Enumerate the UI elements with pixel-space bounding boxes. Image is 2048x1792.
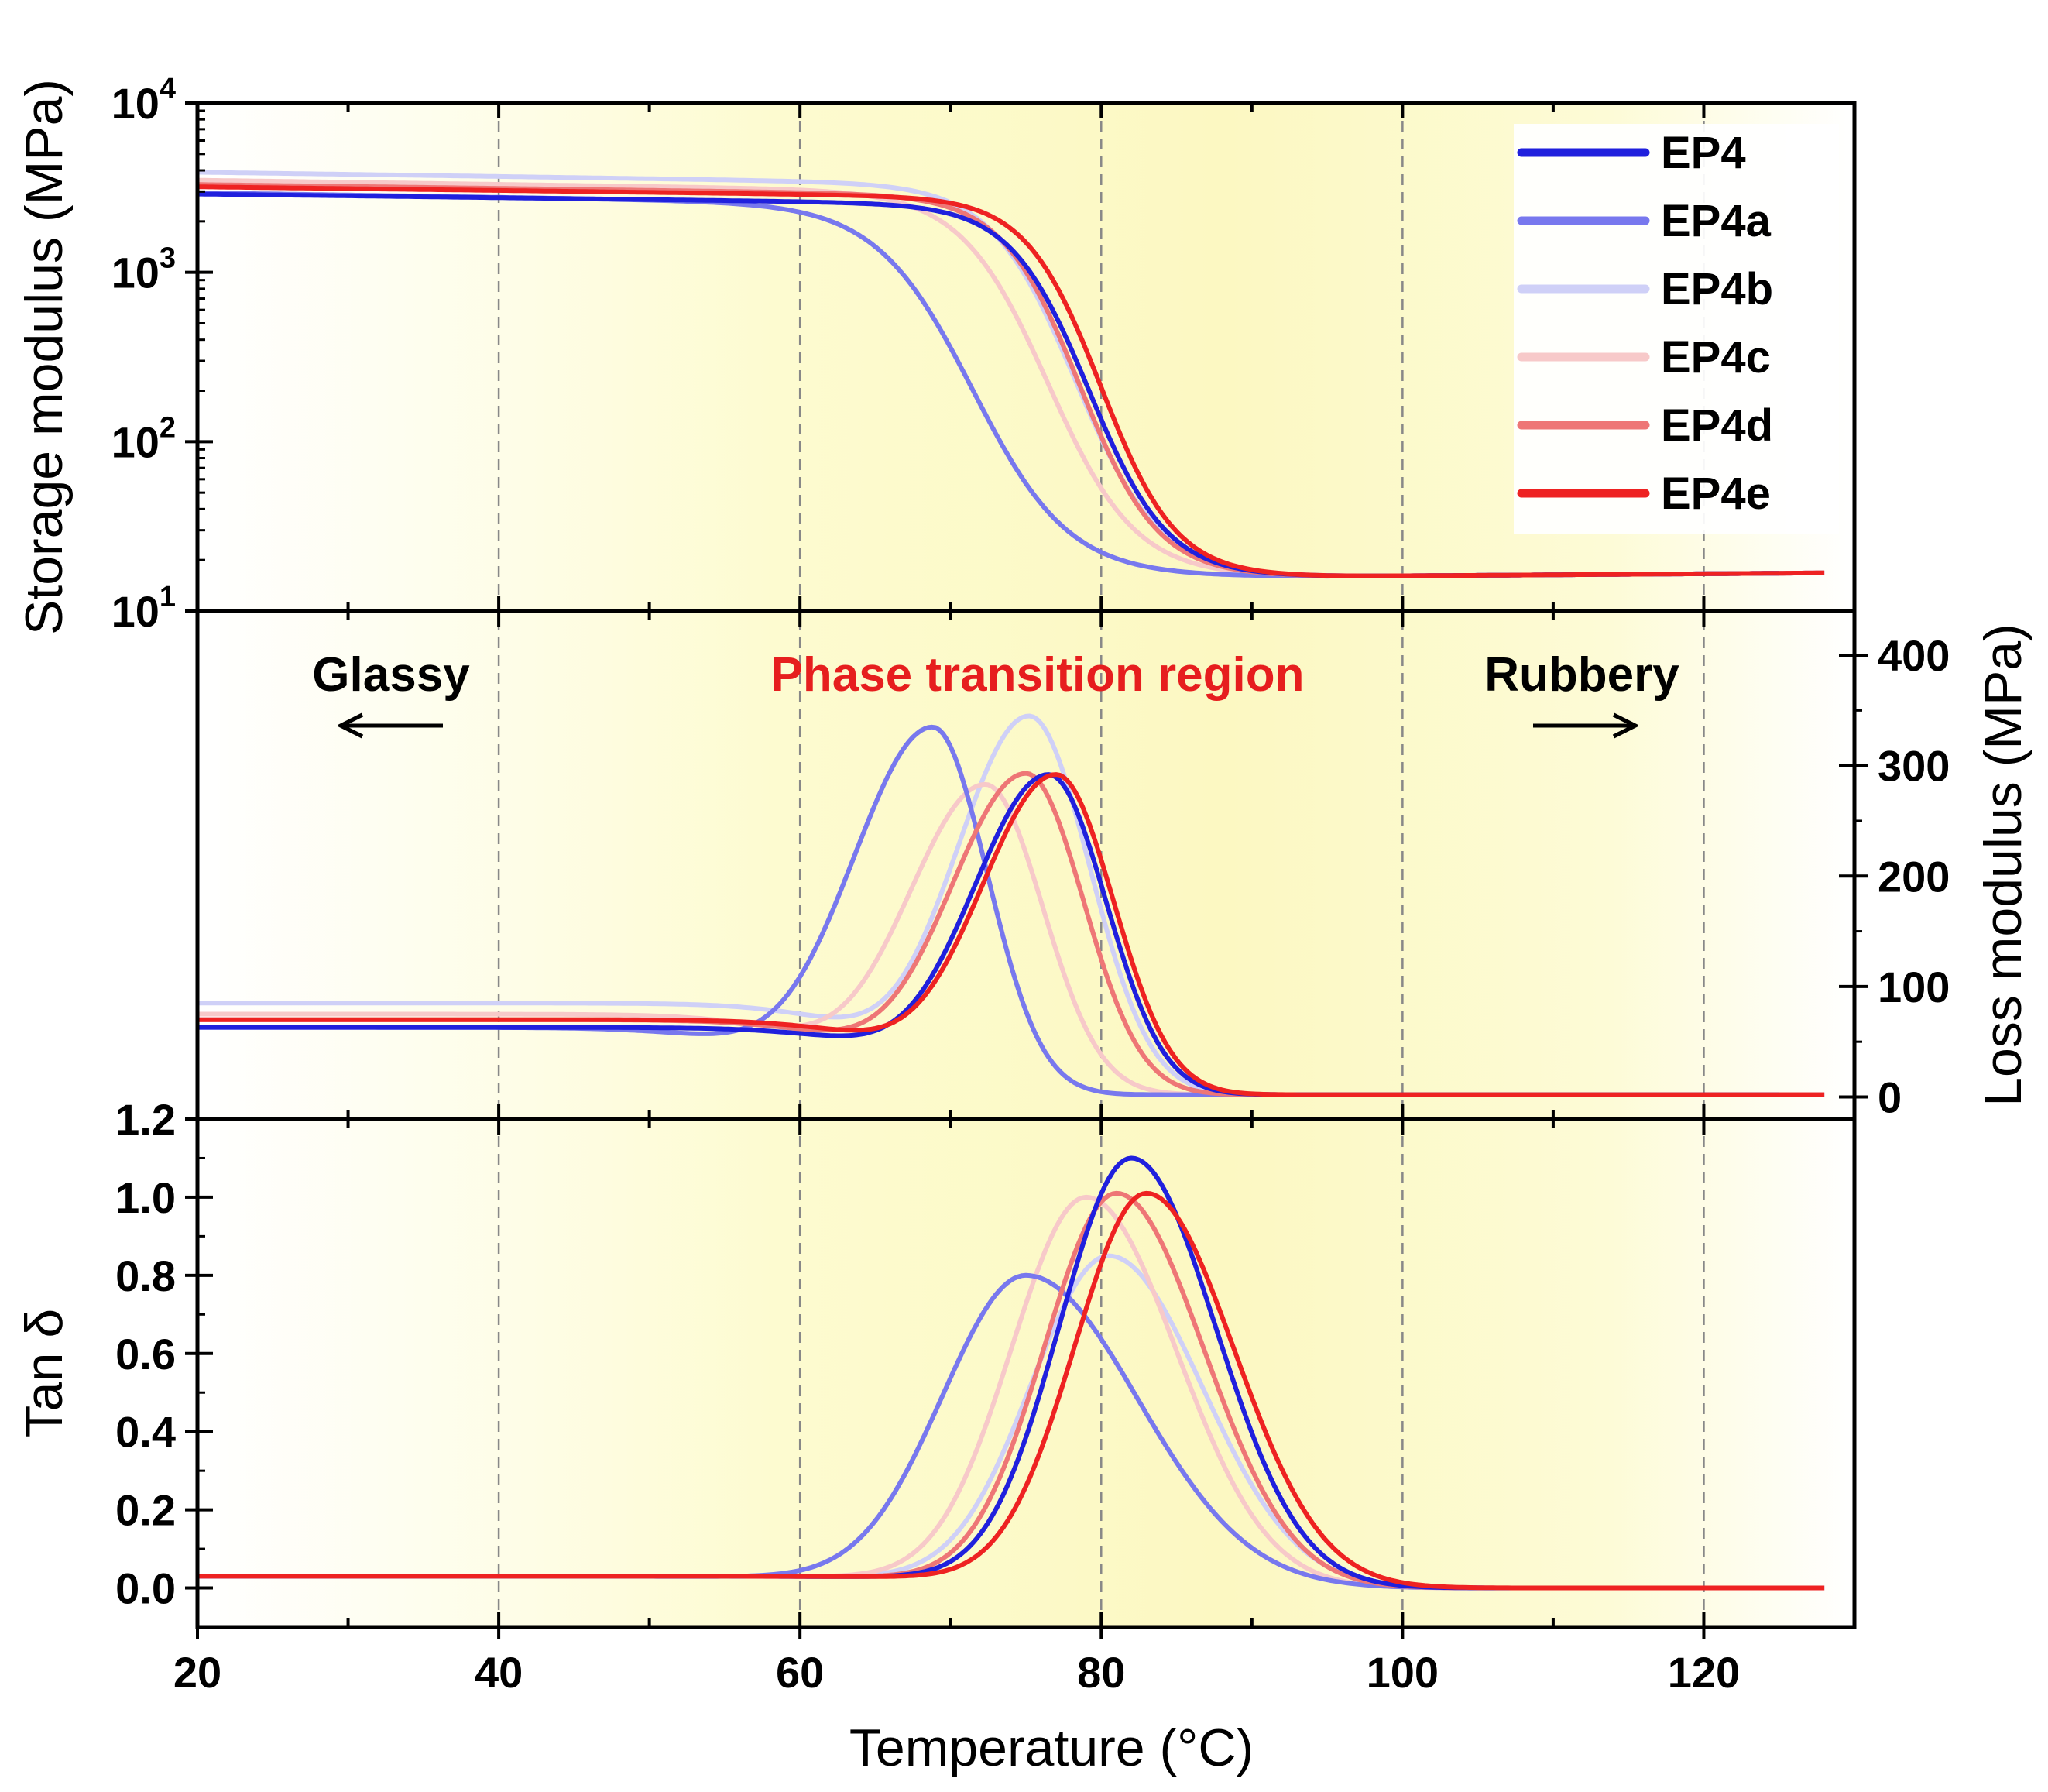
- legend-label-ep4d: EP4d: [1661, 400, 1773, 451]
- legend-box: [1514, 124, 1839, 534]
- panel-frames: [195, 101, 1857, 1629]
- legend-label-ep4c: EP4c: [1661, 332, 1771, 383]
- series-layer: [197, 170, 1825, 1591]
- x-tick-label: 100: [1367, 1648, 1439, 1697]
- legend-label-ep4b: EP4b: [1661, 264, 1773, 314]
- storage-y-tick-label: 103: [111, 242, 176, 297]
- tan-y-tick-label: 0.2: [115, 1486, 176, 1535]
- tick-labels: 20 40 60 80 100 120 101 102 103 104 0 100 200 300 400 0…: [111, 73, 1950, 1697]
- tan-y-tick-label: 1.2: [115, 1095, 176, 1144]
- ticks: [185, 101, 1868, 1639]
- legend: EP4 EP4a EP4b EP4c EP4d EP4e: [1514, 124, 1839, 534]
- storage-y-tick-label: 104: [111, 73, 176, 128]
- x-tick-label: 60: [776, 1648, 824, 1697]
- storage-series-ep4e: [197, 184, 1825, 578]
- loss-y-tick-label: 200: [1878, 852, 1950, 901]
- loss-series-ep4e: [197, 772, 1825, 1097]
- legend-label-ep4: EP4: [1661, 128, 1746, 178]
- tan-y-tick-label: 0.0: [115, 1564, 176, 1613]
- legend-label-ep4a: EP4a: [1661, 196, 1772, 246]
- tan-delta-axis-title: Tan δ: [15, 1309, 74, 1437]
- legend-label-ep4e: EP4e: [1661, 469, 1771, 519]
- loss-modulus-axis-title: Loss modulus (MPa): [1974, 623, 2033, 1107]
- tan-y-tick-label: 1.0: [115, 1173, 176, 1222]
- storage-y-tick-label: 101: [111, 581, 176, 636]
- storage-y-tick-label: 102: [111, 411, 176, 466]
- panel-frame-tan-delta: [195, 1117, 1857, 1629]
- loss-y-tick-label: 0: [1878, 1073, 1902, 1121]
- x-axis-title: Temperature (°C): [849, 1718, 1254, 1777]
- tan-y-tick-label: 0.6: [115, 1330, 176, 1378]
- tan-y-tick-label: 0.4: [115, 1408, 176, 1457]
- x-tick-label: 80: [1077, 1648, 1125, 1697]
- transition-label: Phase transition region: [770, 648, 1304, 702]
- tan-y-tick-label: 0.8: [115, 1251, 176, 1300]
- storage-modulus-axis-title: Storage modulus (MPa): [15, 79, 74, 635]
- x-tick-label: 120: [1668, 1648, 1740, 1697]
- x-tick-label: 20: [173, 1648, 221, 1697]
- tan-delta-series-ep4e: [197, 1190, 1825, 1591]
- loss-y-tick-label: 100: [1878, 963, 1950, 1011]
- loss-y-tick-label: 400: [1878, 631, 1950, 680]
- x-tick-label: 40: [475, 1648, 523, 1697]
- rubbery-label: Rubbery: [1484, 648, 1679, 702]
- glassy-label: Glassy: [312, 648, 470, 702]
- loss-y-tick-label: 300: [1878, 742, 1950, 791]
